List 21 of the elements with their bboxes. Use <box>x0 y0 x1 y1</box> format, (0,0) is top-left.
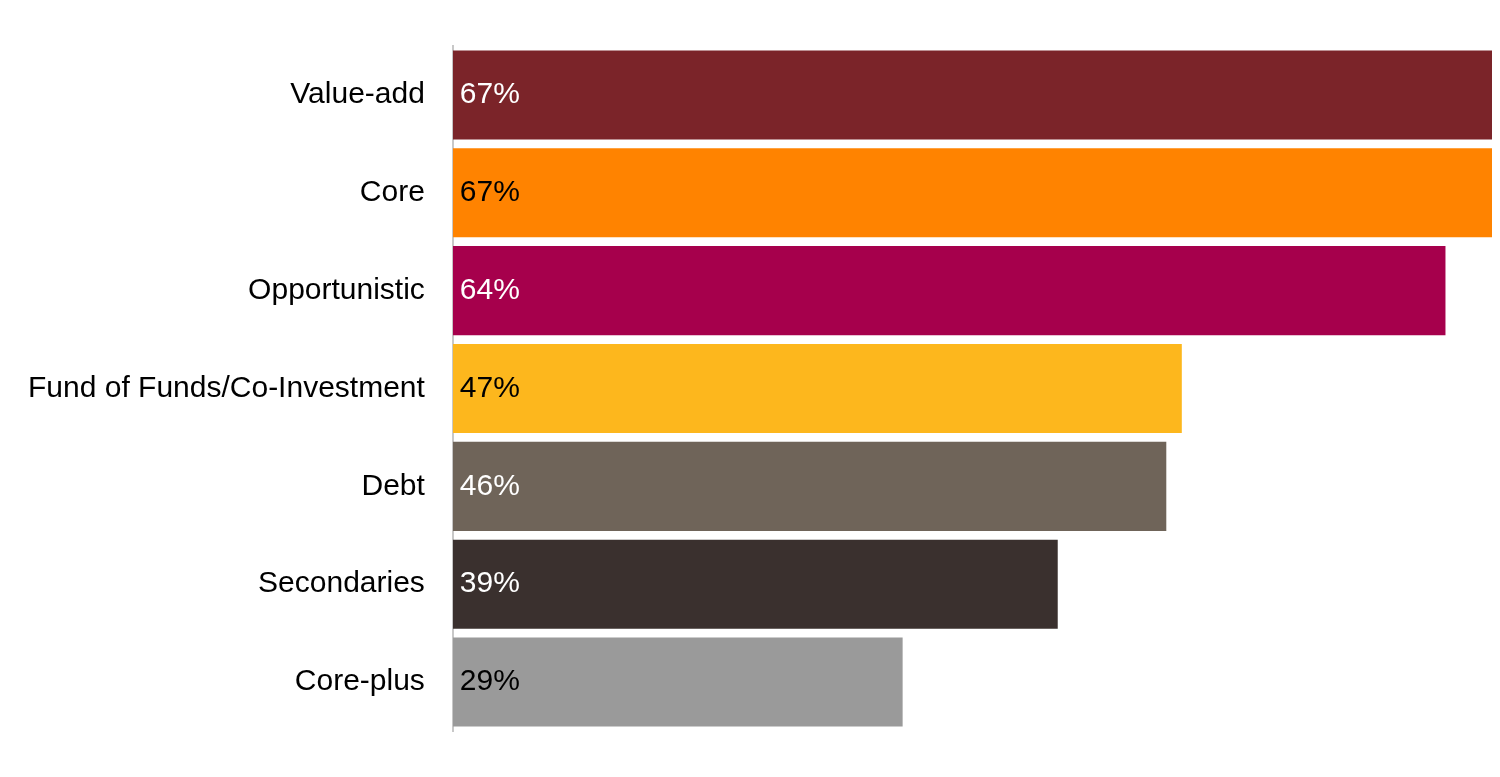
bar <box>452 441 1167 531</box>
y-tick-label: Fund of Funds/Co-Investment <box>28 369 426 403</box>
y-tick-label: Opportunistic <box>248 271 425 305</box>
bar <box>452 246 1446 336</box>
y-tick-label: Value-add <box>290 76 425 110</box>
data-label: 39% <box>459 565 520 599</box>
bar <box>452 148 1492 238</box>
data-label: 67% <box>459 174 520 208</box>
data-label: 67% <box>459 76 520 110</box>
y-tick-label: Core <box>359 174 425 208</box>
y-tick-label: Core-plus <box>294 663 425 697</box>
y-tick-label: Secondaries <box>258 565 425 599</box>
bar <box>452 343 1182 434</box>
bar <box>452 637 903 727</box>
bar <box>452 539 1058 629</box>
y-tick-label: Debt <box>361 467 426 501</box>
bar <box>452 50 1492 140</box>
data-label: 47% <box>459 369 520 403</box>
data-label: 46% <box>459 467 520 501</box>
data-label: 64% <box>459 271 520 305</box>
data-label: 29% <box>459 663 520 697</box>
